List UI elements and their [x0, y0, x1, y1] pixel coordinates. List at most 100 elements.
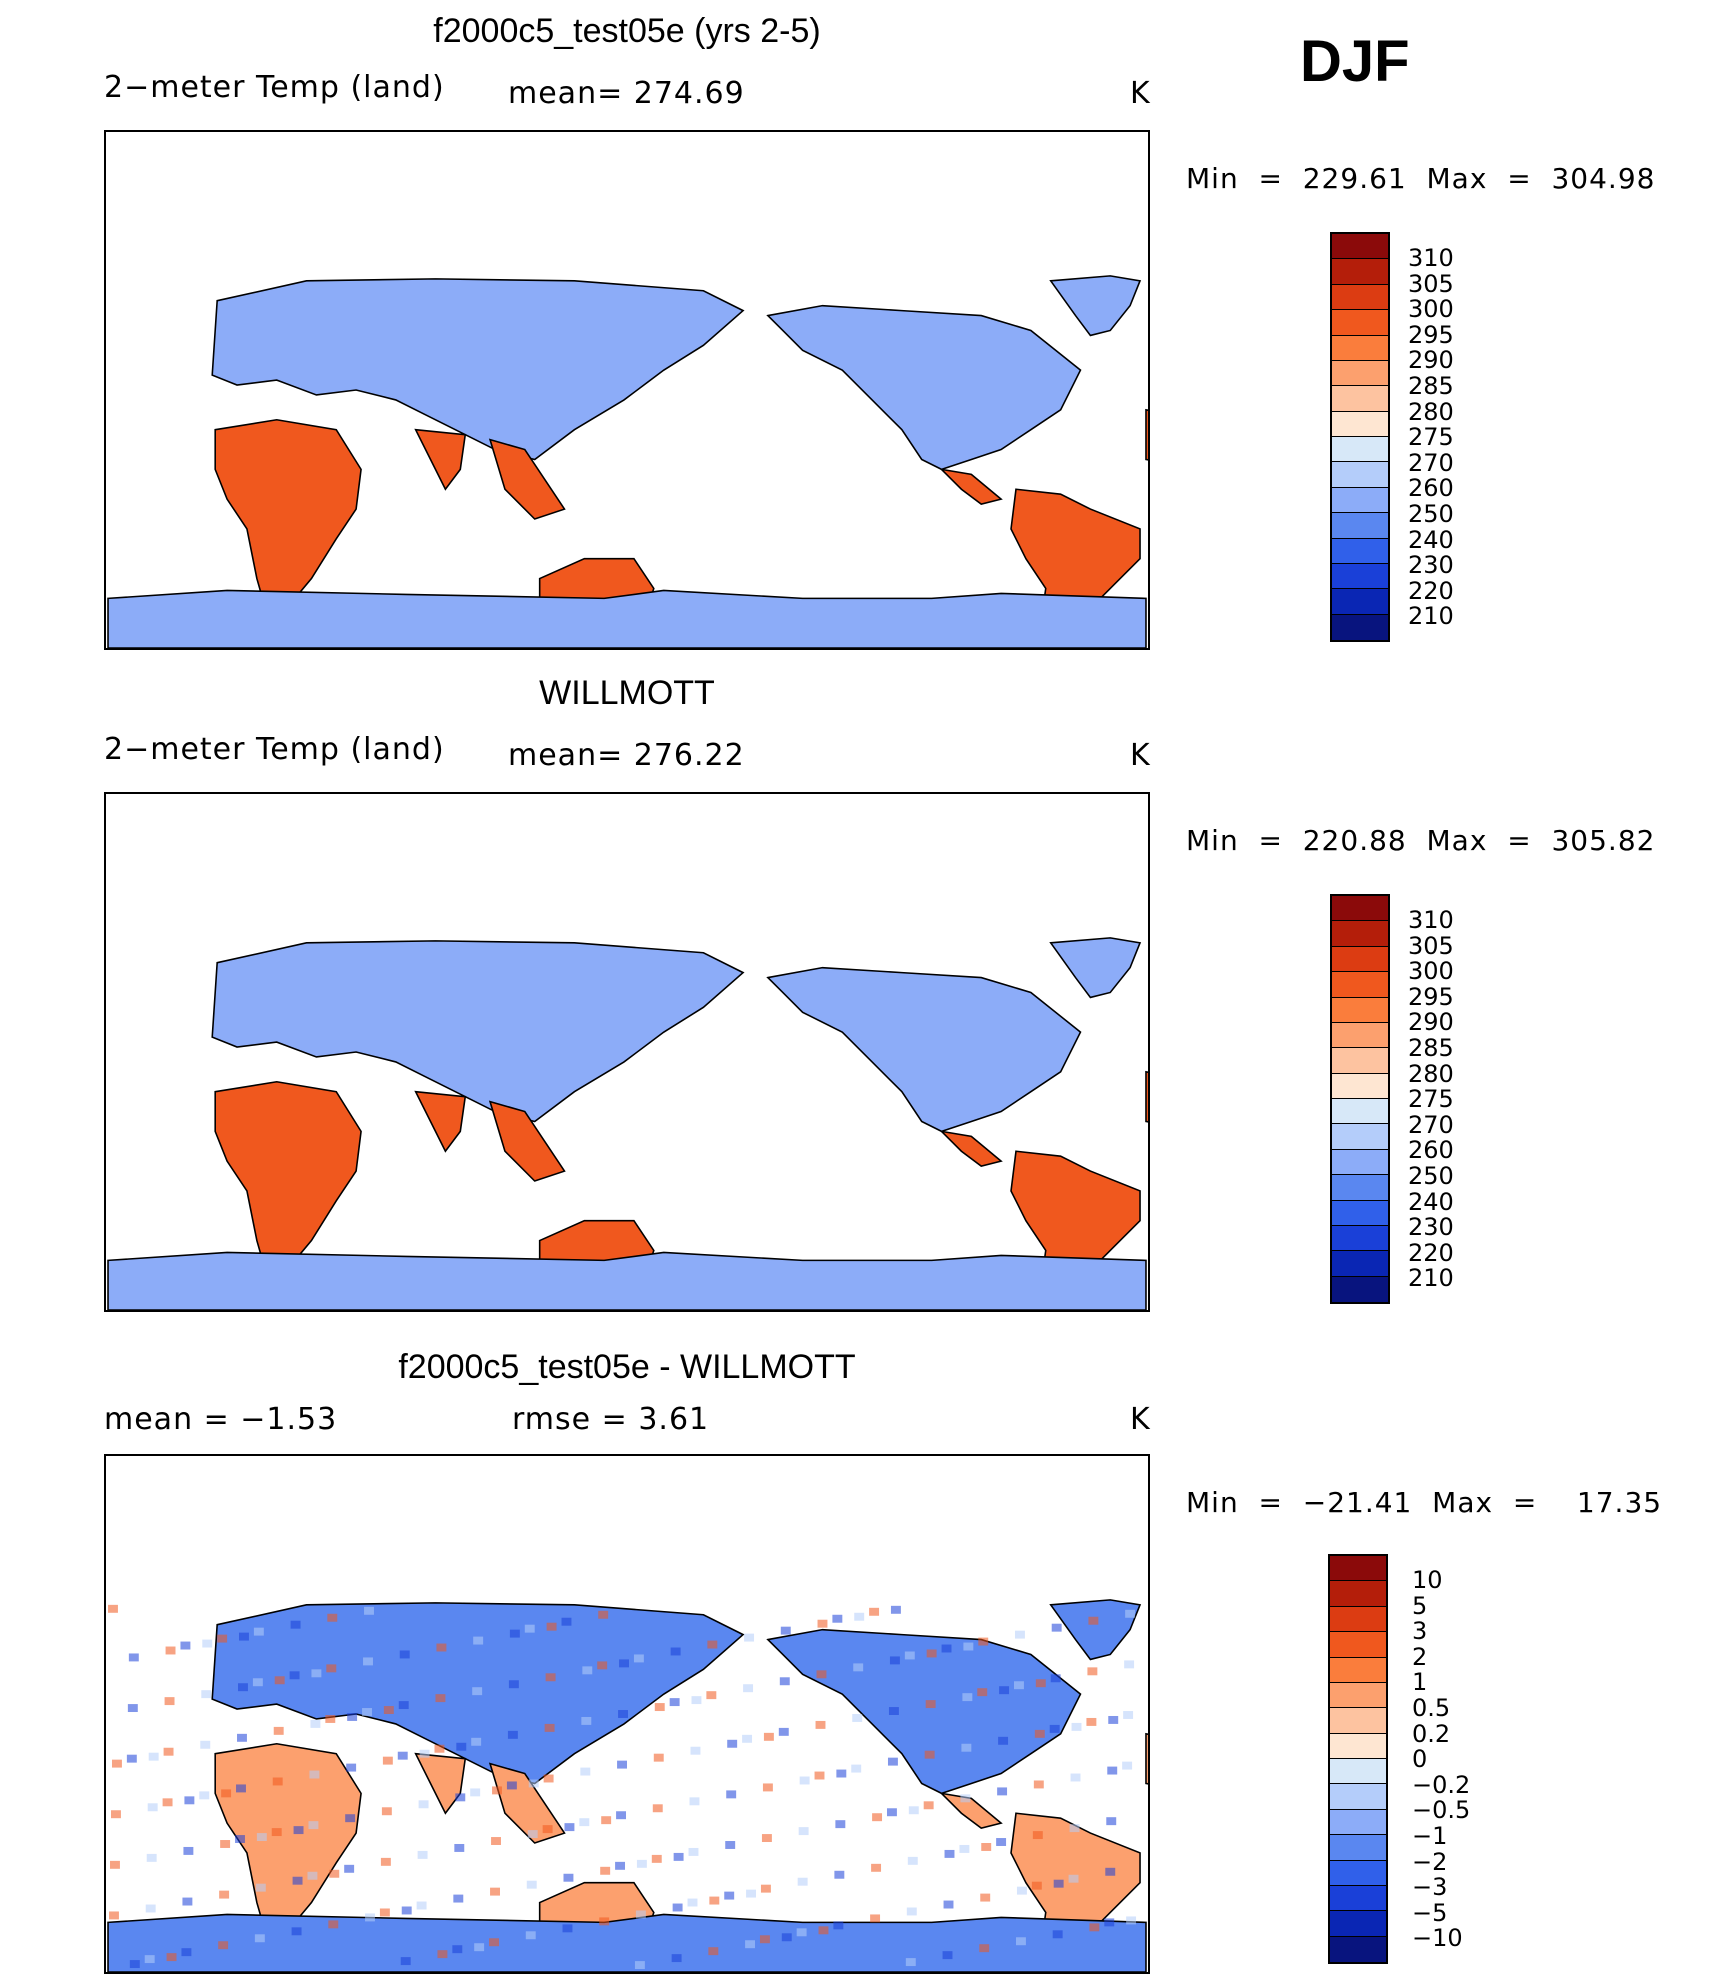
colorbar-swatch	[1332, 1225, 1388, 1252]
landmass-antarctica	[107, 1913, 1147, 1972]
difference-cell	[235, 1835, 245, 1843]
difference-cell	[506, 1781, 517, 1790]
panel-1-map	[104, 130, 1150, 650]
difference-cell	[380, 1857, 391, 1866]
difference-cell	[869, 1607, 880, 1616]
colorbar-swatch	[1330, 1759, 1386, 1785]
colorbar-tick-label: 305	[1408, 931, 1454, 960]
difference-cell	[418, 1800, 429, 1809]
difference-cell	[963, 1642, 974, 1651]
difference-cell	[293, 1826, 304, 1835]
difference-cell	[1089, 1923, 1100, 1932]
landmass-africa	[214, 1080, 362, 1277]
difference-cell	[163, 1747, 174, 1756]
difference-cell	[579, 1818, 590, 1827]
difference-cell	[905, 1958, 916, 1967]
difference-cell	[544, 1723, 555, 1732]
colorbar-tick-label: 260	[1408, 1136, 1454, 1165]
difference-cell	[1032, 1831, 1043, 1840]
difference-cell	[144, 1955, 155, 1964]
difference-cell	[470, 1788, 481, 1797]
difference-cell	[110, 1860, 120, 1869]
difference-cell	[779, 1677, 790, 1686]
difference-cell	[687, 1898, 698, 1907]
difference-cell	[526, 1880, 537, 1889]
difference-cell	[363, 1657, 373, 1666]
difference-cell	[202, 1639, 213, 1648]
difference-cell	[111, 1759, 122, 1768]
landmass-antarctica	[107, 589, 1147, 648]
difference-cell	[1122, 1761, 1133, 1770]
colorbar-swatch	[1332, 1099, 1388, 1125]
colorbar-swatch	[1332, 335, 1388, 361]
difference-cell	[1035, 1679, 1046, 1688]
difference-cell	[326, 1664, 337, 1673]
difference-cell	[709, 1896, 720, 1905]
colorbar-tick-label: 0.5	[1412, 1693, 1451, 1722]
difference-cell	[1071, 1722, 1082, 1731]
colorbar-tick-label: 295	[1408, 982, 1454, 1011]
difference-cell	[128, 1653, 139, 1662]
difference-cell	[961, 1743, 972, 1752]
difference-cell	[166, 1953, 177, 1962]
colorbar-tick-label: 290	[1408, 346, 1454, 375]
colorbar-tick-label: −5	[1412, 1898, 1448, 1927]
colorbar-swatch	[1332, 538, 1388, 564]
difference-cell	[347, 1713, 358, 1721]
colorbar-swatch	[1332, 513, 1388, 539]
difference-cell	[201, 1690, 212, 1699]
difference-cell	[834, 1870, 845, 1879]
difference-cell	[978, 1637, 989, 1646]
difference-cell	[180, 1641, 191, 1650]
colorbar-swatch	[1330, 1835, 1386, 1861]
panel-2-mean: mean= 276.22	[508, 738, 745, 773]
difference-cell	[237, 1733, 247, 1742]
colorbar-swatch	[1332, 1149, 1388, 1176]
difference-cell	[799, 1776, 810, 1785]
difference-cell	[1052, 1930, 1063, 1939]
difference-cell	[456, 1742, 467, 1751]
difference-cell	[673, 1852, 684, 1861]
difference-cell	[453, 1894, 464, 1903]
difference-cell	[904, 1651, 915, 1660]
difference-cell	[1105, 1867, 1116, 1876]
difference-cell	[564, 1823, 575, 1832]
colorbar-tick-label: 270	[1408, 448, 1454, 477]
colorbar-tick-label: 285	[1408, 371, 1454, 400]
difference-cell	[434, 1744, 445, 1753]
landmass-europe-asia	[211, 278, 745, 461]
landmass-west-africa-edge	[1145, 1070, 1148, 1123]
panel-2-colorbar-labels: 310 305 300 295 290 285 280 275 270 260 250 240 230 2…	[1408, 907, 1454, 1292]
colorbar-swatch	[1332, 487, 1388, 514]
colorbar-swatch	[1330, 1657, 1386, 1683]
colorbar-tick-label: 3	[1412, 1617, 1428, 1646]
difference-cell	[888, 1707, 899, 1715]
difference-cell	[672, 1903, 683, 1912]
difference-cell	[309, 1770, 320, 1779]
difference-cell	[688, 1847, 699, 1856]
panel-3-rmse: rmse = 3.61	[512, 1402, 710, 1437]
landmass-europe-asia	[211, 940, 745, 1123]
difference-cell	[960, 1794, 971, 1803]
difference-cell	[401, 1906, 412, 1915]
colorbar-tick-label: 250	[1408, 499, 1454, 528]
difference-cell	[292, 1876, 303, 1885]
difference-cell	[417, 1850, 428, 1859]
difference-cell	[435, 1694, 446, 1703]
difference-cell	[454, 1843, 465, 1852]
panel-3-colorbar-labels: 10 5 3 2 1 0.5 0.2 0 −0.2 −0.5 −1 −2 −3 −5 −10	[1412, 1567, 1470, 1952]
difference-cell	[562, 1924, 573, 1933]
colorbar-tick-label: 240	[1408, 525, 1454, 554]
difference-cell	[836, 1769, 847, 1778]
difference-cell	[416, 1901, 427, 1910]
colorbar-swatch	[1332, 1073, 1388, 1099]
colorbar-swatch	[1332, 310, 1388, 336]
difference-cell	[1087, 1667, 1098, 1676]
difference-cell	[507, 1730, 518, 1739]
difference-cell	[816, 1670, 827, 1679]
landmass-greenland	[1049, 275, 1142, 337]
difference-cell	[327, 1613, 338, 1622]
landmass-north-america	[766, 304, 1082, 471]
difference-cell	[400, 1957, 411, 1966]
landmass-greenland	[1049, 1599, 1142, 1661]
